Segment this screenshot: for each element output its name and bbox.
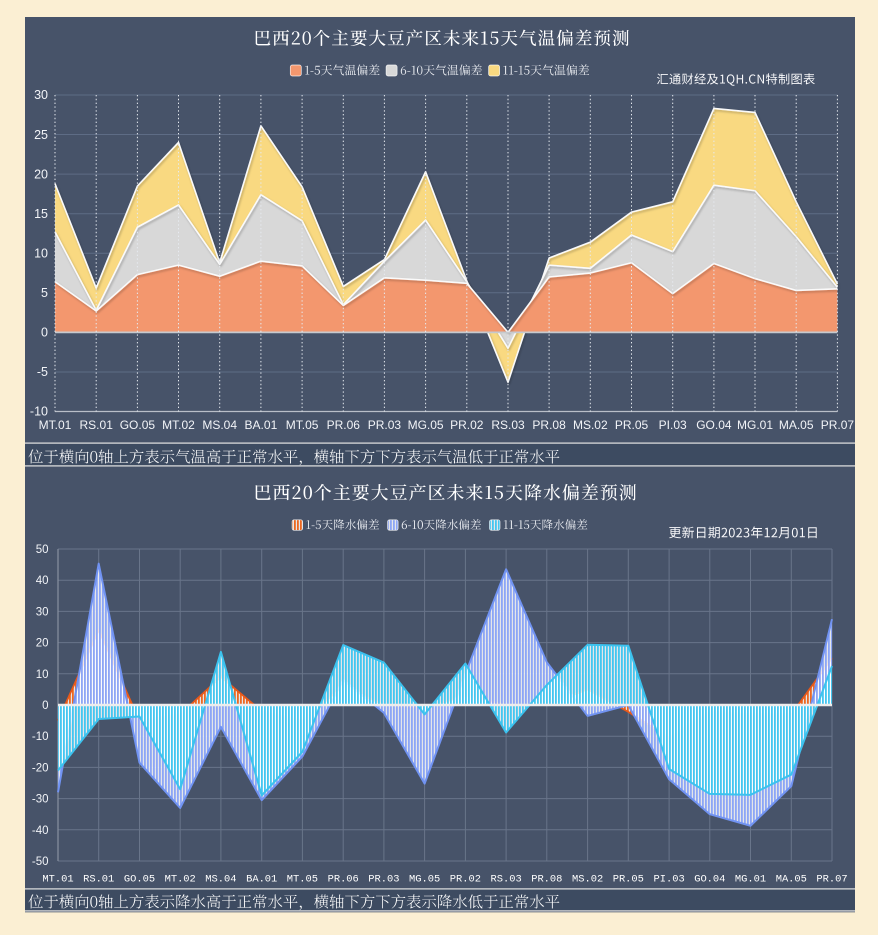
svg-text:30: 30 (34, 88, 48, 102)
svg-text:40: 40 (36, 575, 49, 587)
svg-text:PR.06: PR.06 (328, 874, 359, 886)
svg-text:GO.05: GO.05 (124, 874, 155, 886)
svg-text:MT.02: MT.02 (162, 418, 195, 432)
svg-text:GO.05: GO.05 (120, 418, 156, 432)
svg-text:RS.01: RS.01 (80, 418, 114, 432)
svg-text:-30: -30 (32, 794, 49, 806)
svg-text:RS.03: RS.03 (491, 418, 525, 432)
svg-text:MS.04: MS.04 (205, 874, 236, 886)
svg-text:MS.04: MS.04 (202, 418, 237, 432)
svg-text:PR.06: PR.06 (327, 418, 361, 432)
svg-text:MT.05: MT.05 (287, 874, 318, 886)
svg-text:MG.01: MG.01 (737, 418, 773, 432)
svg-text:PR.07: PR.07 (816, 874, 847, 886)
svg-text:MA.05: MA.05 (779, 418, 814, 432)
svg-text:-20: -20 (32, 762, 49, 774)
svg-text:-40: -40 (32, 825, 49, 837)
svg-text:MT.05: MT.05 (286, 418, 319, 432)
svg-text:PR.02: PR.02 (450, 874, 481, 886)
svg-text:0: 0 (41, 326, 48, 340)
svg-text:25: 25 (34, 128, 48, 142)
svg-text:MS.02: MS.02 (573, 418, 608, 432)
svg-text:50: 50 (36, 544, 49, 556)
svg-text:BA.01: BA.01 (245, 418, 278, 432)
svg-text:MG.01: MG.01 (735, 874, 766, 886)
svg-text:PR.03: PR.03 (368, 874, 399, 886)
svg-text:MA.05: MA.05 (776, 874, 807, 886)
svg-text:PR.05: PR.05 (615, 418, 649, 432)
svg-text:PR.03: PR.03 (368, 418, 402, 432)
svg-text:MS.02: MS.02 (572, 874, 603, 886)
svg-text:MT.01: MT.01 (39, 418, 72, 432)
svg-text:GO.04: GO.04 (696, 418, 732, 432)
svg-text:RS.01: RS.01 (83, 874, 114, 886)
svg-text:5: 5 (41, 286, 48, 300)
svg-text:MT.01: MT.01 (42, 874, 73, 886)
svg-text:MG.05: MG.05 (409, 874, 440, 886)
svg-text:BA.01: BA.01 (246, 874, 277, 886)
svg-text:PR.08: PR.08 (532, 418, 566, 432)
svg-text:15: 15 (34, 207, 48, 221)
svg-text:0: 0 (42, 700, 48, 712)
svg-text:30: 30 (36, 606, 49, 618)
svg-text:10: 10 (36, 669, 49, 681)
svg-text:20: 20 (34, 167, 48, 181)
svg-text:PI.03: PI.03 (654, 874, 685, 886)
svg-text:PR.05: PR.05 (613, 874, 644, 886)
svg-text:-50: -50 (32, 856, 49, 868)
svg-text:RS.03: RS.03 (491, 874, 522, 886)
svg-text:MT.02: MT.02 (165, 874, 196, 886)
svg-text:MG.05: MG.05 (408, 418, 444, 432)
svg-text:-5: -5 (37, 365, 48, 379)
svg-text:PR.07: PR.07 (821, 418, 855, 432)
svg-text:PI.03: PI.03 (659, 418, 687, 432)
svg-text:PR.02: PR.02 (450, 418, 484, 432)
svg-text:-10: -10 (32, 731, 49, 743)
svg-text:PR.08: PR.08 (531, 874, 562, 886)
svg-text:20: 20 (36, 638, 49, 650)
svg-text:-10: -10 (30, 405, 48, 419)
svg-text:GO.04: GO.04 (694, 874, 725, 886)
svg-text:10: 10 (34, 246, 48, 260)
